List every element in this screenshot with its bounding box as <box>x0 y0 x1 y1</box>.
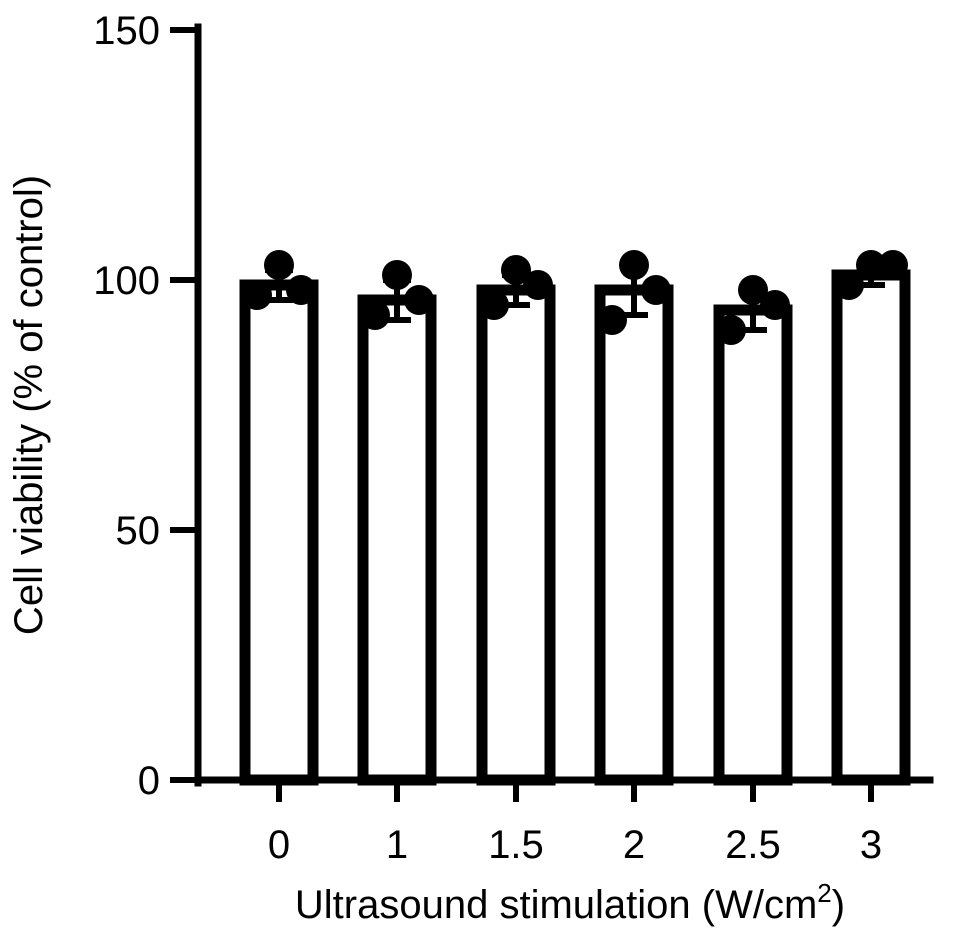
data-point-2-3 <box>641 275 671 305</box>
y-tick-label-50: 50 <box>116 509 161 553</box>
data-point-2.5-2 <box>738 275 768 305</box>
bar-3 <box>831 269 911 786</box>
data-point-2-2 <box>619 250 649 280</box>
bar-0 <box>239 279 319 786</box>
data-points-group <box>242 250 908 345</box>
bars-group <box>239 269 911 786</box>
data-point-2.5-3 <box>760 290 790 320</box>
bar-1 <box>357 294 437 786</box>
bar-1.5 <box>476 284 556 786</box>
x-tick-label-0: 0 <box>268 823 290 867</box>
y-ticks-group: 0 50 100 150 <box>93 9 198 803</box>
y-axis-title: Cell viability (% of control) <box>7 175 51 635</box>
x-tick-label-1.5: 1.5 <box>488 823 544 867</box>
x-tick-label-2.5: 2.5 <box>725 823 781 867</box>
data-point-1-1 <box>360 300 390 330</box>
data-point-3-2 <box>856 250 886 280</box>
data-point-1.5-1 <box>479 290 509 320</box>
data-point-2.5-1 <box>716 315 746 345</box>
x-axis-title-main: Ultrasound stimulation (W/cm <box>295 883 817 927</box>
data-point-1-2 <box>382 260 412 290</box>
bar-2 <box>594 284 674 786</box>
data-point-0-1 <box>242 280 272 310</box>
x-axis-title-end: ) <box>832 883 845 927</box>
bar-2.5 <box>713 304 793 786</box>
data-point-1.5-2 <box>501 255 531 285</box>
data-point-0-3 <box>286 275 316 305</box>
axes-group <box>194 23 934 787</box>
data-point-1-3 <box>404 285 434 315</box>
x-axis-title: Ultrasound stimulation (W/cm2) <box>295 878 845 927</box>
x-tick-label-1: 1 <box>386 823 408 867</box>
x-ticks-group: 0 1 1.5 2 2.5 3 <box>268 780 882 867</box>
data-point-3-3 <box>878 250 908 280</box>
y-tick-label-0: 0 <box>138 759 160 803</box>
data-point-3-1 <box>834 270 864 300</box>
x-axis-title-superscript: 2 <box>817 878 831 908</box>
y-tick-label-150: 150 <box>93 9 160 53</box>
x-tick-label-3: 3 <box>860 823 882 867</box>
y-tick-label-100: 100 <box>93 259 160 303</box>
data-point-2-1 <box>597 305 627 335</box>
data-point-1.5-3 <box>523 270 553 300</box>
x-tick-label-2: 2 <box>623 823 645 867</box>
data-point-0-2 <box>264 250 294 280</box>
